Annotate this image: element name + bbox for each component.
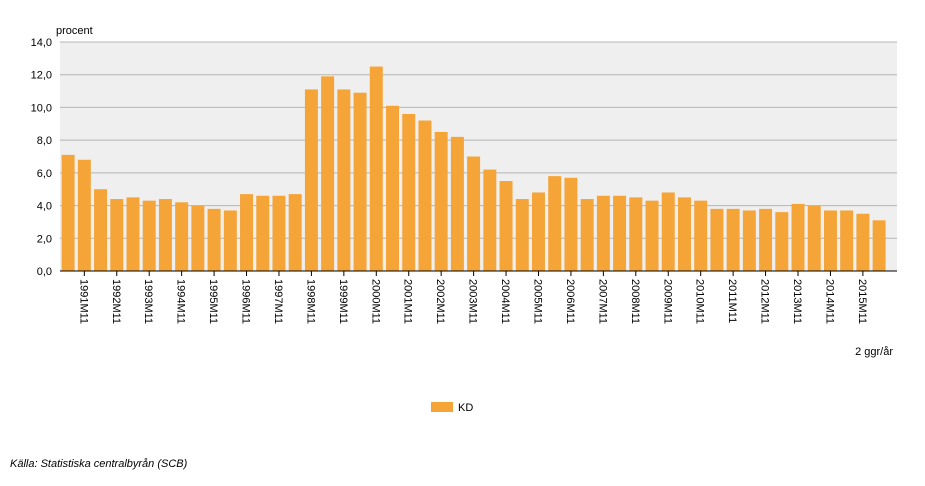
y-tick-label: 14,0 bbox=[31, 37, 52, 49]
bar bbox=[61, 154, 75, 271]
y-tick-label: 12,0 bbox=[31, 70, 52, 82]
x-tick-label: 2008M11 bbox=[629, 279, 641, 324]
bar bbox=[775, 212, 789, 271]
x-tick-label: 1993M11 bbox=[142, 279, 154, 324]
bar bbox=[856, 213, 870, 271]
bar bbox=[677, 197, 691, 271]
x-tick-label: 1999M11 bbox=[337, 279, 349, 324]
bar bbox=[661, 192, 675, 271]
bar bbox=[807, 205, 821, 271]
x-tick-label: 2002M11 bbox=[434, 279, 446, 324]
bar bbox=[791, 203, 805, 271]
y-axis-label: procent bbox=[56, 25, 93, 37]
y-tick-label: 10,0 bbox=[31, 102, 52, 114]
x-tick-label: 1998M11 bbox=[304, 279, 316, 324]
source: Källa: Statistiska centralbyrån (SCB) bbox=[10, 458, 188, 470]
bar bbox=[564, 177, 578, 271]
x-tick-label: 1995M11 bbox=[207, 279, 219, 324]
bar bbox=[386, 105, 399, 272]
bar bbox=[94, 189, 108, 271]
x-tick-label: 2006M11 bbox=[564, 279, 576, 324]
x-tick-label: 2003M11 bbox=[467, 279, 479, 324]
bar bbox=[256, 195, 270, 271]
bar bbox=[288, 194, 302, 271]
bar bbox=[272, 195, 286, 271]
bar bbox=[629, 197, 643, 271]
bar bbox=[742, 210, 756, 271]
bar bbox=[548, 176, 562, 271]
bar bbox=[596, 195, 610, 271]
legend-label: KD bbox=[458, 402, 473, 414]
bar bbox=[499, 181, 513, 271]
bar bbox=[726, 208, 740, 271]
bar bbox=[110, 199, 124, 271]
bar bbox=[483, 169, 497, 271]
bar bbox=[532, 192, 545, 271]
x-tick-label: 2005M11 bbox=[531, 279, 543, 324]
bar bbox=[402, 113, 416, 271]
x-tick-label: 1992M11 bbox=[110, 279, 122, 324]
x-tick-label: 2000M11 bbox=[369, 279, 381, 324]
y-tick-label: 0,0 bbox=[37, 266, 52, 278]
y-tick-label: 2,0 bbox=[37, 233, 52, 245]
bar bbox=[175, 202, 189, 271]
bar bbox=[418, 120, 432, 271]
bar bbox=[158, 199, 172, 271]
bar bbox=[353, 92, 367, 271]
y-tick-label: 6,0 bbox=[37, 168, 52, 180]
x-tick-label: 2007M11 bbox=[596, 279, 608, 324]
x-tick-label: 2010M11 bbox=[694, 279, 706, 324]
x-tick-label: 1996M11 bbox=[240, 279, 252, 324]
x-tick-label: 1997M11 bbox=[272, 279, 284, 324]
x-tick-label: 1991M11 bbox=[77, 279, 89, 324]
y-tick-label: 8,0 bbox=[37, 135, 52, 147]
bar bbox=[872, 220, 886, 271]
bar bbox=[223, 210, 237, 271]
x-tick-label: 2001M11 bbox=[402, 279, 414, 324]
bar bbox=[142, 200, 156, 271]
bar bbox=[823, 210, 837, 271]
bar bbox=[759, 208, 773, 271]
bar bbox=[467, 156, 481, 271]
bar bbox=[207, 208, 221, 271]
x-tick-label: 2015M11 bbox=[856, 279, 868, 324]
bar bbox=[304, 89, 318, 271]
bar bbox=[694, 200, 708, 271]
x-tick-label: 2013M11 bbox=[791, 279, 803, 324]
bar bbox=[710, 208, 724, 271]
bar bbox=[369, 66, 383, 272]
bar bbox=[645, 200, 659, 271]
bar bbox=[321, 76, 335, 271]
x-tick-label: 2009M11 bbox=[661, 279, 673, 324]
bar bbox=[515, 199, 529, 271]
bar bbox=[77, 159, 91, 271]
bar bbox=[840, 210, 854, 271]
bar bbox=[126, 197, 140, 271]
bar bbox=[240, 194, 254, 271]
x-tick-label: 2004M11 bbox=[499, 279, 511, 324]
bar bbox=[337, 89, 351, 271]
x-tick-label: 2011M11 bbox=[726, 279, 738, 323]
frequency-note: 2 ggr/år bbox=[855, 346, 893, 358]
y-tick-label: 4,0 bbox=[37, 201, 52, 213]
legend-swatch bbox=[431, 402, 453, 412]
x-tick-label: 2012M11 bbox=[759, 279, 771, 324]
bar bbox=[191, 205, 205, 271]
bar bbox=[434, 131, 448, 271]
bar bbox=[580, 199, 594, 271]
x-tick-label: 2014M11 bbox=[823, 279, 835, 324]
bar bbox=[450, 136, 464, 271]
bar bbox=[613, 195, 627, 271]
x-tick-label: 1994M11 bbox=[175, 279, 187, 324]
